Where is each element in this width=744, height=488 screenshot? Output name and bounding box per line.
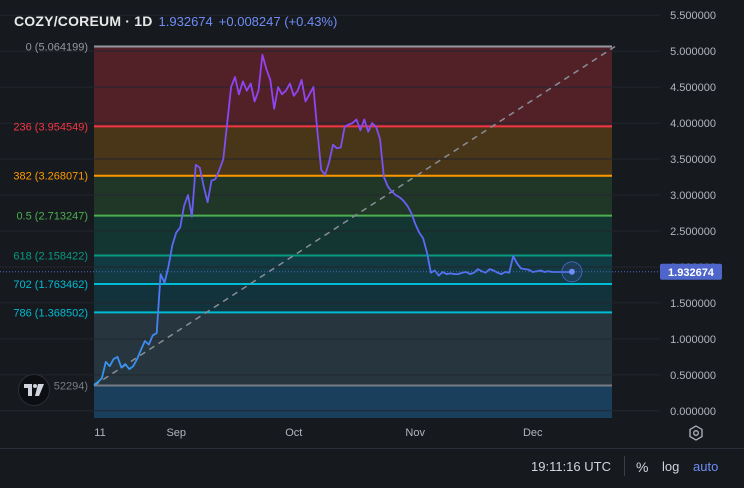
last-point-dot: [568, 268, 575, 275]
bottom-toolbar: [0, 448, 744, 488]
fib-zone-0: [94, 46, 612, 127]
fib-zone-7: [94, 385, 612, 418]
tradingview-logo-icon[interactable]: [18, 374, 50, 406]
fib-trend-line[interactable]: [93, 45, 616, 387]
y-tick-label: 4.500000: [670, 82, 716, 94]
y-tick-label: 4.000000: [670, 118, 716, 130]
fib-zone-6: [94, 312, 612, 386]
time-axis[interactable]: 11 Sep Oct Nov Dec: [94, 427, 543, 439]
fib-level-label-4: 618 (2.158422): [13, 251, 88, 263]
y-tick-label: 2.500000: [670, 226, 716, 238]
fib-zone-5: [94, 283, 612, 313]
y-tick-label: 1.000000: [670, 334, 716, 346]
x-tick-label: Dec: [523, 427, 543, 439]
fib-level-label-2: 382 (3.268071): [13, 171, 88, 183]
settings-icon[interactable]: [688, 425, 704, 441]
fib-zone-4: [94, 255, 612, 284]
fib-level-label-3: 0.5 (2.713247): [16, 211, 88, 223]
current-price-badge: [660, 263, 722, 280]
price-series: [93, 53, 572, 386]
gridlines: [0, 14, 660, 412]
log-scale-button[interactable]: log: [662, 459, 680, 474]
y-tick-label: 5.500000: [670, 10, 716, 22]
series-line: [93, 53, 572, 386]
x-tick-label: Oct: [285, 427, 302, 439]
toolbar-divider: [624, 456, 625, 476]
chart-header: COZY/COREUM · 1D 1.932674 +0.008247 (+0.…: [14, 13, 337, 29]
symbol-title[interactable]: COZY/COREUM · 1D: [14, 13, 153, 29]
auto-scale-button[interactable]: auto: [693, 459, 719, 474]
x-tick-label: Sep: [166, 427, 186, 439]
y-tick-label: 3.000000: [670, 190, 716, 202]
fib-level-label-1: 236 (3.954549): [13, 121, 88, 133]
fib-level-label-0: 0 (5.064199): [26, 42, 88, 54]
y-tick-label: 3.500000: [670, 154, 716, 166]
crosshair: [0, 261, 660, 283]
trend-line: [93, 45, 616, 387]
price-change: +0.008247 (+0.43%): [218, 14, 338, 29]
fib-level-label-5: 702 (1.763462): [13, 279, 88, 291]
current-price-label: 1.932674: [668, 267, 715, 279]
last-price: 1.932674: [158, 14, 213, 29]
y-tick-label: 5.000000: [670, 46, 716, 58]
percent-scale-button[interactable]: %: [636, 459, 649, 475]
fib-zone-1: [94, 126, 612, 176]
fib-level-label-6: 786 (1.368502): [13, 307, 88, 319]
x-tick-label: Nov: [405, 427, 425, 439]
fib-zone-2: [94, 175, 612, 216]
fib-level-label-7: 52294): [54, 380, 88, 392]
price-axis[interactable]: 5.500000 5.000000 4.500000 4.000000 3.500000…: [660, 10, 722, 418]
fib-zones: [94, 46, 612, 418]
utc-clock[interactable]: 19:11:16 UTC: [531, 459, 611, 474]
fib-levels[interactable]: 0 (5.064199) 236 (3.954549) 382 (3.268071)…: [13, 42, 612, 393]
y-tick-label: 0.500000: [670, 370, 716, 382]
y-tick-label: 0.000000: [670, 406, 716, 418]
y-tick-label: 1.500000: [670, 298, 716, 310]
x-tick-label: 11: [94, 427, 105, 439]
